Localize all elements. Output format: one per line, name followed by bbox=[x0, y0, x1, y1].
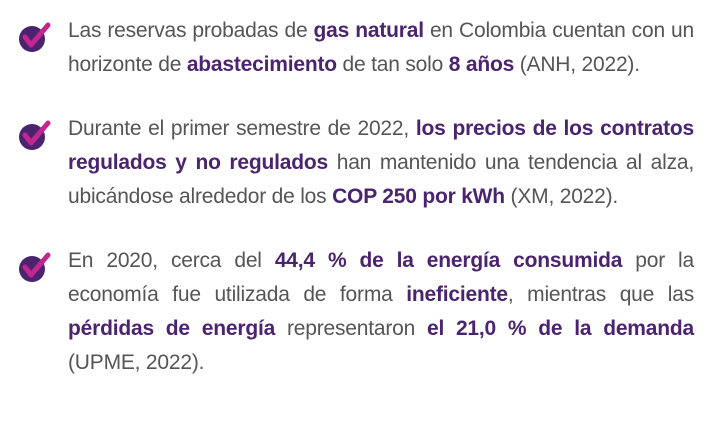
body-text: (UPME, 2022). bbox=[68, 351, 205, 374]
emphasis-text: gas natural bbox=[313, 19, 425, 42]
body-text: representaron bbox=[275, 317, 427, 340]
bullet-text: En 2020, cerca del 44,4 % de la energía … bbox=[68, 244, 694, 380]
check-icon bbox=[19, 120, 51, 150]
emphasis-text: pérdidas de energía bbox=[68, 317, 276, 340]
bullet-text: Durante el primer semestre de 2022, los … bbox=[68, 112, 694, 214]
bullet-item: Las reservas probadas de gas natural en … bbox=[0, 14, 719, 82]
emphasis-text: el 21,0 % de la demanda bbox=[426, 317, 694, 340]
body-text: En 2020, cerca del bbox=[68, 249, 275, 272]
emphasis-text: COP 250 por kWh bbox=[332, 185, 505, 208]
bullet-item: En 2020, cerca del 44,4 % de la energía … bbox=[0, 244, 719, 380]
body-text: por la economía fue utilizada de forma bbox=[68, 249, 695, 306]
body-text: de tan solo bbox=[336, 53, 449, 76]
bullet-list: Las reservas probadas de gas natural en … bbox=[0, 14, 719, 410]
body-text: Las reservas probadas de bbox=[68, 19, 314, 42]
body-text: (ANH, 2022). bbox=[514, 53, 640, 76]
body-text: , mientras que las bbox=[507, 283, 694, 306]
body-text: (XM, 2022). bbox=[504, 185, 619, 208]
emphasis-text: ineficiente bbox=[406, 283, 508, 306]
check-icon bbox=[19, 252, 51, 282]
emphasis-text: abastecimiento bbox=[186, 53, 337, 76]
check-icon bbox=[19, 22, 51, 52]
body-text: han mantenido una tendencia al alza, ubi… bbox=[68, 151, 695, 208]
bullet-item: Durante el primer semestre de 2022, los … bbox=[0, 112, 719, 214]
emphasis-text: los precios de los contra­tos regulados … bbox=[68, 117, 695, 174]
emphasis-text: 44,4 % de la energía consumida bbox=[274, 249, 623, 272]
bullet-text: Las reservas probadas de gas natural en … bbox=[68, 14, 694, 82]
body-text: en Colombia cuentan con un horizonte de bbox=[68, 19, 694, 76]
body-text: Durante el primer semestre de 2022, bbox=[68, 117, 416, 140]
emphasis-text: 8 años bbox=[448, 53, 515, 76]
